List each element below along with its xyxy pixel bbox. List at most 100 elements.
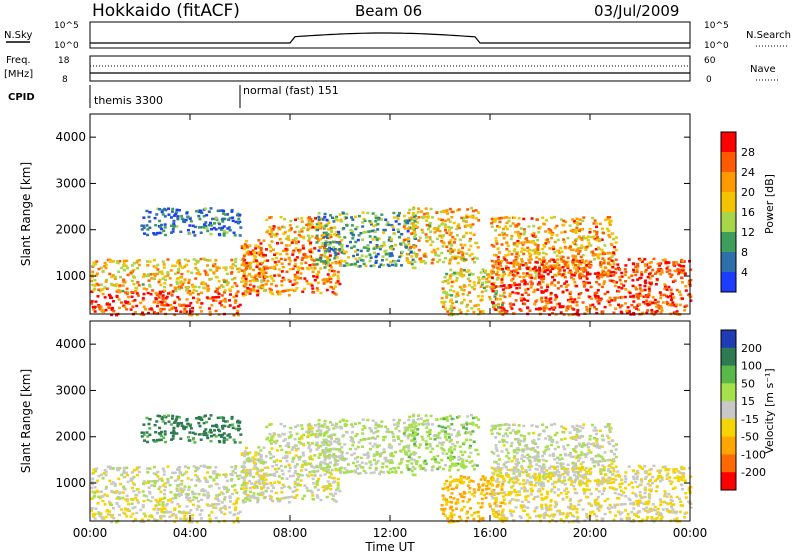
power-cell [392,228,396,231]
power-cell [584,275,588,278]
power-cell [490,276,494,280]
power-cell [242,274,246,278]
power-cell [112,300,116,303]
power-cell [218,301,222,305]
power-cell [639,289,643,293]
power-cell [91,283,95,287]
power-cell [232,306,236,310]
velocity-cell [195,508,199,511]
power-cell [331,226,335,229]
power-cell [505,310,509,313]
velocity-cell [135,499,139,502]
velocity-cell [112,516,116,520]
velocity-cell [236,516,240,520]
velocity-cell [468,498,472,501]
power-cell [384,249,388,253]
power-cell [232,231,236,235]
velocity-cell [322,442,326,445]
velocity-cell [155,511,159,515]
power-cell [463,243,467,247]
power-cell [368,235,372,238]
velocity-cell [367,454,371,458]
power-cell [198,273,202,276]
velocity-cell [248,490,252,494]
power-cell [105,303,109,306]
velocity-cell [477,418,481,421]
velocity-cell [326,486,330,490]
power-cell [597,239,601,243]
velocity-cell [385,465,389,468]
velocity-cell [450,487,454,491]
power-cell [202,223,206,226]
velocity-cell [110,520,114,524]
power-cell [472,287,476,291]
power-cell [502,284,506,288]
power-cell [327,236,331,240]
power-cell [356,248,360,252]
power-cell [342,264,346,267]
power-cell [274,284,278,288]
power-cell [125,287,129,290]
power-cell [118,284,122,287]
velocity-cell [452,448,456,451]
power-cell [148,283,152,287]
power-cell [312,259,316,262]
power-cell [612,252,616,256]
velocity-cell [148,467,152,470]
power-cell [262,265,266,269]
velocity-cell [135,511,139,515]
velocity-cell [164,485,168,489]
power-cell [169,269,173,272]
power-cell [496,247,500,250]
power-cell [322,282,326,285]
power-cell [443,276,447,279]
power-cell [207,287,211,290]
power-cell [277,274,281,277]
velocity-cell [262,446,266,449]
velocity-cell [481,475,485,478]
power-cell [275,242,279,245]
power-cell [132,268,136,272]
power-cell [448,308,452,311]
velocity-cell [470,459,474,463]
velocity-cell [293,471,297,475]
power-cell [142,287,146,290]
velocity-cell [91,490,95,494]
power-cell [491,270,495,274]
velocity-cell [179,517,183,521]
power-cell [350,246,354,250]
velocity-cell [469,433,473,436]
power-cell [361,238,365,241]
power-cell [488,298,492,301]
velocity-cell [488,502,492,506]
power-cell [506,253,510,256]
velocity-cell [288,474,292,478]
power-cell [322,254,326,257]
power-cell [559,311,563,314]
velocity-cell [413,427,417,430]
velocity-cell [311,494,315,497]
velocity-cell [186,466,190,470]
power-cell [501,233,505,237]
power-cell [632,268,636,272]
power-cell [656,300,660,304]
power-cell [503,258,507,261]
power-cell [232,313,236,317]
velocity-cell [136,473,140,477]
power-cell [373,235,377,239]
velocity-cell [409,452,413,456]
power-cell [508,271,512,275]
power-cell [533,248,537,252]
power-cell [226,227,230,230]
velocity-cell [214,516,218,520]
velocity-cell [181,473,185,477]
power-cell [614,267,618,271]
power-cell [552,308,556,311]
power-cell [336,248,340,252]
power-cell [249,289,253,292]
power-cell [410,262,414,266]
power-cell [300,228,304,231]
power-cell [447,241,451,244]
velocity-cell [240,484,244,487]
power-cell [154,266,158,269]
